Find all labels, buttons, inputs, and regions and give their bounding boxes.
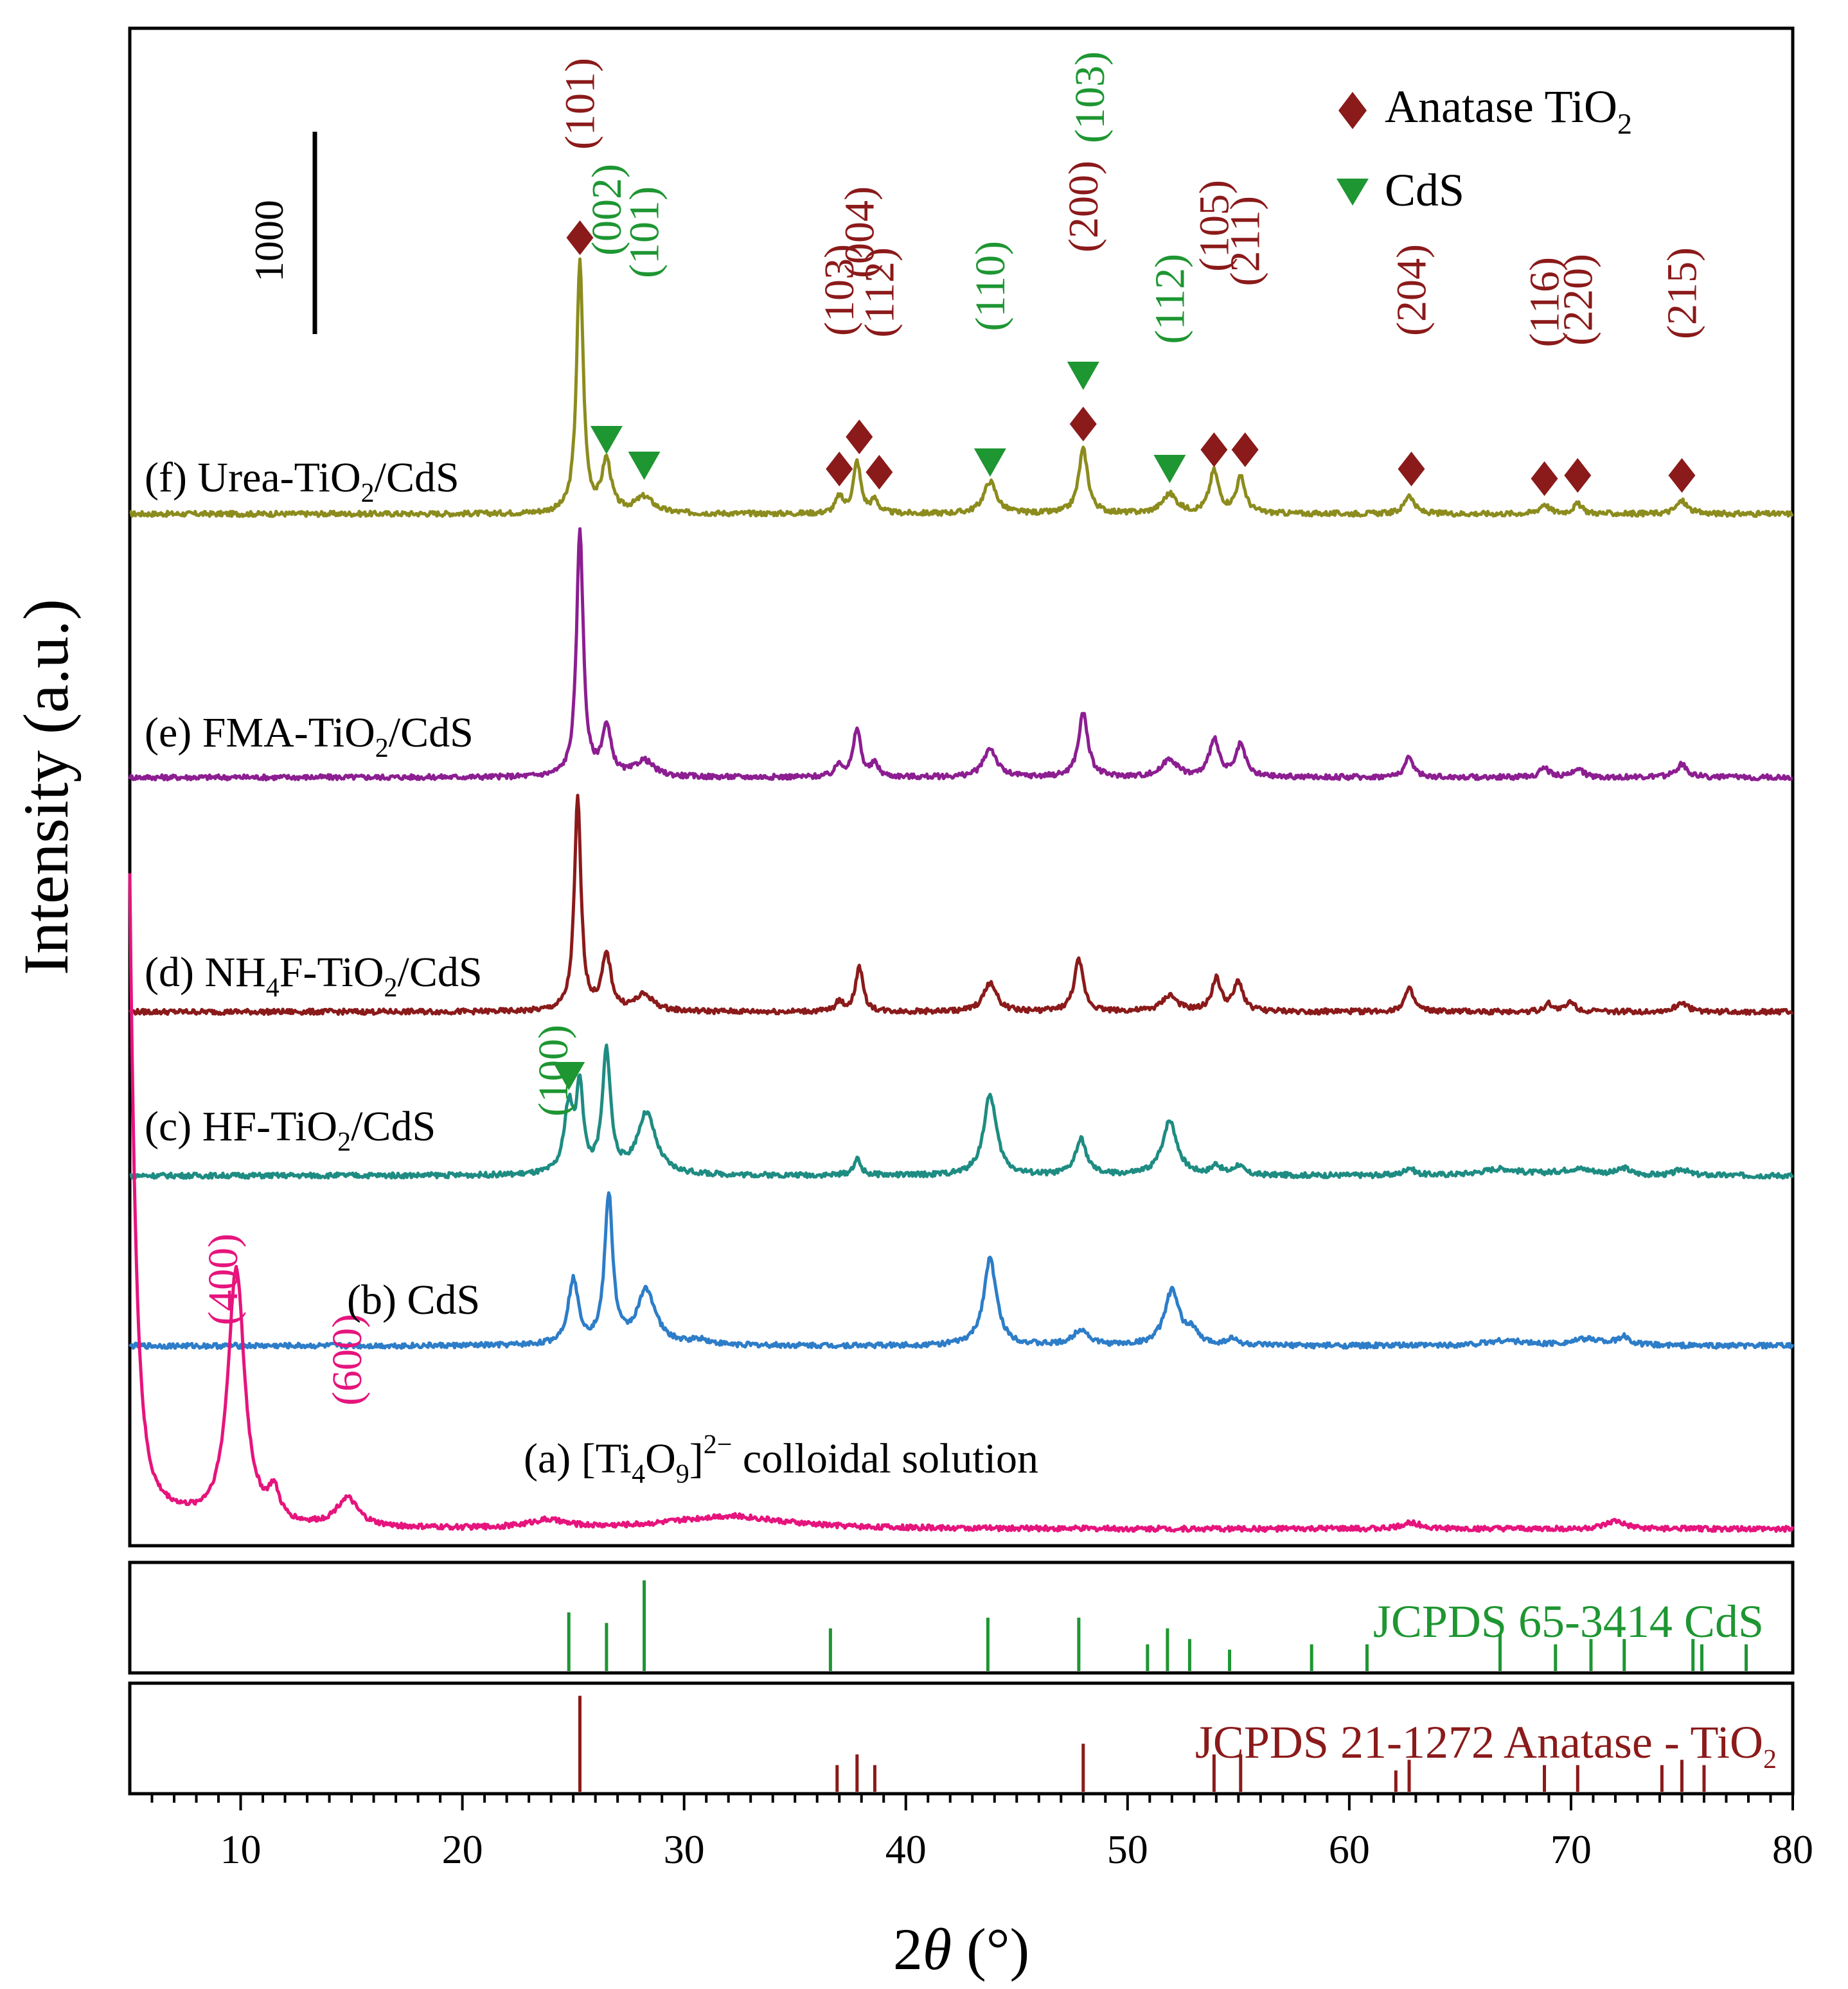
peak-annotation: (600) [324,1314,371,1406]
x-tick-label: 40 [885,1826,927,1872]
anatase-diamond-icon [1200,432,1228,467]
x-tick-label: 70 [1550,1826,1592,1872]
legend-anatase-label: Anatase TiO2 [1385,81,1632,140]
anatase-diamond-icon [1564,458,1592,493]
peak-annotation: (100) [530,1025,577,1117]
xrd-series-line-b [129,1191,1795,1350]
anatase-diamond-icon [566,220,594,255]
peak-annotation: (004) [836,186,883,278]
peak-annotation: (211) [1222,196,1269,287]
x-tick-label: 20 [442,1826,483,1872]
xrd-series-line-a [128,873,1795,1533]
xrd-series-line-d [128,793,1794,1016]
series-label-e: (e) FMA-TiO2/CdS [145,709,474,763]
reference-label-anatase: JCPDS 21-1272 Anatase - TiO2 [1195,1717,1777,1774]
anatase-diamond-icon [846,420,873,454]
cds-triangle-icon [553,1062,585,1090]
scale-bar-label: 1000 [246,200,292,282]
xrd-series-line-c [129,1043,1795,1180]
peak-annotation: (200) [1060,161,1107,252]
series-label-d: (d) NH4F-TiO2/CdS [145,949,483,1003]
cds-triangle-icon [628,452,661,480]
peak-annotation: (101) [556,58,603,150]
legend-cds-label: CdS [1385,164,1464,216]
x-tick-label: 30 [664,1826,705,1872]
anatase-diamond-icon [1231,432,1259,467]
anatase-diamond-icon [826,452,853,486]
xrd-series-line-e [128,527,1793,782]
peak-annotation: (220) [1554,254,1601,346]
xrd-series-line-f [129,257,1794,518]
peak-annotation: (116) [1522,257,1568,348]
series-label-c: (c) HF-TiO2/CdS [145,1103,436,1157]
peak-annotation: (112) [1146,254,1193,344]
cds-triangle-icon [973,448,1006,477]
xrd-series-layer [128,257,1795,1533]
anatase-diamond-icon [1668,458,1696,493]
peak-annotation: (103) [1067,51,1114,143]
peak-annotation: (204) [1388,244,1435,336]
series-label-b: (b) CdS [347,1277,480,1323]
x-tick-label: 10 [220,1826,262,1872]
legend: Anatase TiO2 CdS [1337,81,1632,216]
series-label-a: (a) [Ti4O9]2− colloidal solution [524,1430,1038,1489]
peak-annotation: (101) [621,186,668,278]
peak-annotation: (103) [816,244,863,336]
peak-annotation: (110) [967,241,1014,332]
y-axis-label: Intensity (a.u.) [10,599,82,975]
reference-label-cds: JCPDS 65-3414 CdS [1373,1596,1764,1647]
peak-annotation: (105) [1191,180,1238,272]
anatase-reference-frame [128,1681,1795,1796]
series-label-f: (f) Urea-TiO2/CdS [145,454,459,508]
x-tick-label: 80 [1772,1826,1813,1872]
cds-reference-frame [128,1560,1795,1675]
cds-triangle-icon [1153,455,1186,483]
legend-cds-triangle-icon [1337,179,1369,206]
peak-annotation: (002) [583,164,630,256]
anatase-diamond-icon [1531,461,1558,496]
peak-annotation: (215) [1658,247,1705,339]
peak-marker-layer [553,220,1696,1090]
anatase-diamond-icon [866,455,893,490]
peak-annotation: (400) [200,1233,247,1325]
x-axis: 10 20 30 40 50 60 70 80 [150,1794,1813,1872]
peak-annotation: (112) [856,247,903,338]
anatase-diamond-icon [1398,452,1425,486]
peak-annotation-layer: (101)(002)(101)(103)(004)(112) (110)(200)… [200,51,1706,1406]
cds-triangle-icon [1067,362,1099,390]
x-axis-label: 2θ (°) [893,1916,1029,1982]
x-tick-label: 60 [1329,1826,1370,1872]
reference-pattern-layer [567,1580,1748,1792]
anatase-diamond-icon [1069,407,1097,441]
main-plot-frame [128,26,1795,1548]
x-tick-label: 50 [1107,1826,1148,1872]
legend-anatase-diamond-icon [1338,92,1367,129]
cds-triangle-icon [590,426,623,454]
